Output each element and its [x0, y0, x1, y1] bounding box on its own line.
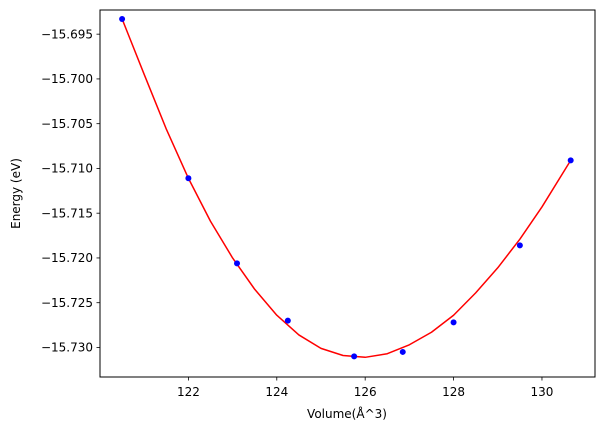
- data-point: [351, 353, 358, 360]
- y-tick-label: −15.705: [41, 117, 93, 131]
- x-axis-label: Volume(Å^3): [307, 406, 387, 421]
- data-point: [185, 175, 192, 182]
- y-tick-label: −15.730: [41, 341, 93, 355]
- x-axis: 122 124 126 128 130: [177, 377, 553, 399]
- x-tick-label: 130: [531, 385, 554, 399]
- plot-frame: [99, 9, 596, 378]
- x-tick-label: 122: [177, 385, 200, 399]
- fit-curve: [121, 18, 572, 359]
- y-tick-label: −15.700: [41, 72, 93, 86]
- data-point: [284, 317, 291, 324]
- data-point: [234, 260, 241, 267]
- y-tick-label: −15.720: [41, 251, 93, 265]
- data-point: [119, 15, 126, 22]
- x-tick-label: 124: [265, 385, 288, 399]
- y-axis: −15.730 −15.725 −15.720 −15.715 −15.710 −15.7…: [41, 27, 100, 355]
- y-tick-label: −15.725: [41, 296, 93, 310]
- y-tick-label: −15.710: [41, 162, 93, 176]
- y-tick-label: −15.715: [41, 206, 93, 220]
- data-point: [567, 157, 574, 164]
- data-point: [399, 348, 406, 355]
- x-tick-label: 128: [442, 385, 465, 399]
- plot-area: [119, 15, 574, 360]
- y-axis-label: Energy (eV): [9, 158, 23, 229]
- data-point: [516, 242, 523, 249]
- data-point: [450, 319, 457, 326]
- y-tick-label: −15.695: [41, 27, 93, 41]
- x-tick-label: 126: [354, 385, 377, 399]
